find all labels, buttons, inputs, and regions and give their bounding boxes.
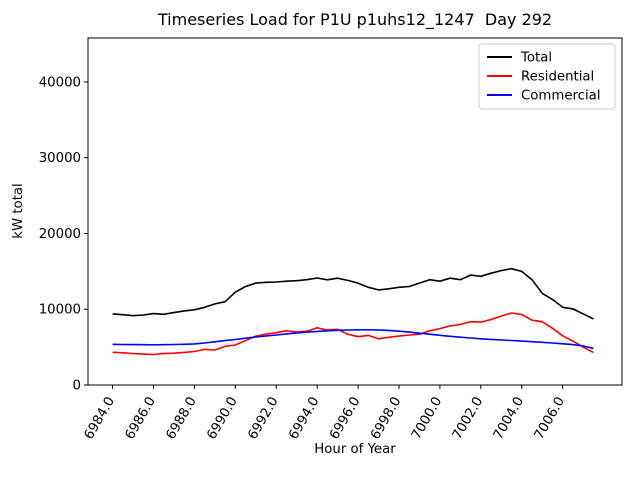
x-tick-label: 6990.0	[205, 395, 241, 443]
legend-label-total: Total	[520, 51, 552, 66]
y-axis-ticks: 0 10000 20000 30000 40000	[39, 75, 88, 394]
y-tick-label: 30000	[39, 151, 81, 166]
x-tick-label: 6998.0	[368, 395, 404, 443]
x-tick-label: 6994.0	[286, 395, 322, 443]
x-tick-label: 6996.0	[327, 395, 363, 443]
x-tick-label: 7000.0	[409, 395, 445, 443]
x-tick-label: 7004.0	[491, 395, 527, 443]
x-axis-ticks: 6984.0 6986.0 6988.0 6990.0 6992.0 6994.0 6996…	[82, 385, 568, 442]
x-tick-label: 6992.0	[245, 395, 281, 443]
y-tick-label: 0	[73, 379, 81, 394]
x-axis-label: Hour of Year	[314, 442, 396, 457]
legend-label-residential: Residential	[521, 70, 594, 85]
series-line-residential	[112, 312, 594, 356]
series-line-total	[112, 267, 594, 320]
x-tick-label: 7002.0	[450, 395, 486, 443]
legend-label-commercial: Commercial	[521, 89, 601, 104]
y-tick-label: 10000	[39, 303, 81, 318]
legend-box	[478, 43, 616, 110]
legend: Total Residential Commercial	[478, 43, 616, 110]
x-tick-label: 7006.0	[532, 395, 568, 443]
y-tick-label: 20000	[39, 227, 81, 242]
chart-title: Timeseries Load for P1U p1uhs12_1247 Day…	[157, 10, 552, 30]
plot-area-frame	[87, 37, 623, 386]
y-tick-label: 40000	[39, 75, 81, 90]
data-series	[112, 267, 594, 356]
x-tick-label: 6988.0	[164, 395, 200, 443]
series-line-commercial	[112, 328, 594, 350]
x-tick-label: 6984.0	[82, 395, 118, 443]
y-axis-label: kW total	[11, 183, 26, 238]
x-tick-label: 6986.0	[123, 395, 159, 443]
